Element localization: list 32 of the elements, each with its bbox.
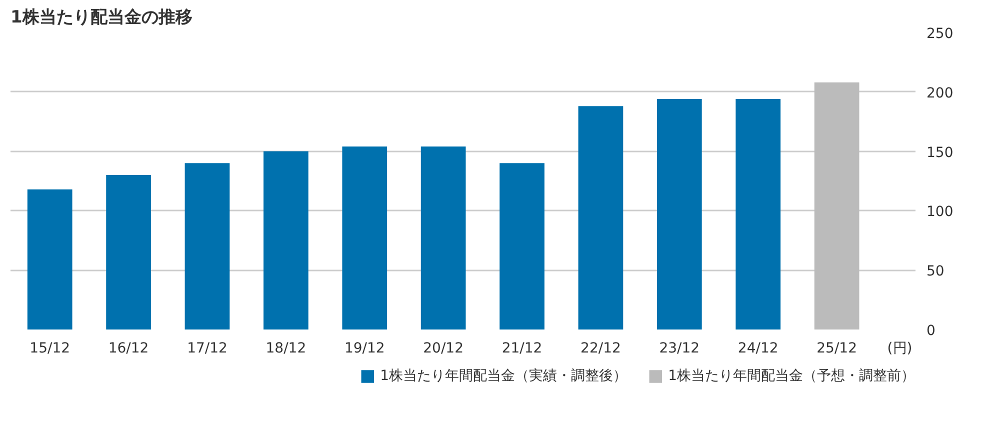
- y-tick-label: 0: [926, 323, 936, 339]
- x-tick-label: 21/12: [502, 340, 542, 356]
- x-tick-label: 16/12: [108, 340, 149, 356]
- bar: [27, 189, 72, 330]
- legend-label: 1株当たり年間配当金（実績・調整後）: [380, 367, 628, 385]
- y-tick-label: 200: [926, 85, 954, 102]
- bar: [106, 175, 151, 330]
- x-tick-label: 18/12: [266, 340, 306, 356]
- x-tick-label: 20/12: [423, 340, 464, 356]
- y-tick-label: 100: [926, 204, 954, 220]
- x-tick-label: 17/12: [187, 340, 228, 356]
- y-tick-label: 250: [926, 26, 954, 42]
- bar: [656, 99, 702, 330]
- x-tick-label: 15/12: [30, 340, 70, 356]
- bar: [500, 163, 544, 330]
- x-tick-label: 22/12: [580, 340, 621, 356]
- x-tick-label: 19/12: [344, 340, 385, 356]
- text: (円): [887, 340, 912, 356]
- y-tick-label: 50: [926, 264, 944, 280]
- bar: [342, 146, 388, 330]
- x-tick-label: 23/12: [659, 340, 700, 356]
- bar: [814, 82, 860, 330]
- legend-label: 1株当たり年間配当金（予想・調整前）: [668, 367, 915, 385]
- bar: [420, 146, 466, 330]
- y-tick-label: 150: [926, 144, 954, 161]
- bar: [184, 163, 230, 330]
- bar: [264, 151, 308, 330]
- bar: [578, 106, 624, 330]
- x-tick-label: 25/12: [816, 340, 857, 356]
- chart-title: 1株当たり配当金の推移: [10, 8, 192, 28]
- bar: [736, 99, 781, 330]
- x-tick-label: 24/12: [738, 340, 778, 356]
